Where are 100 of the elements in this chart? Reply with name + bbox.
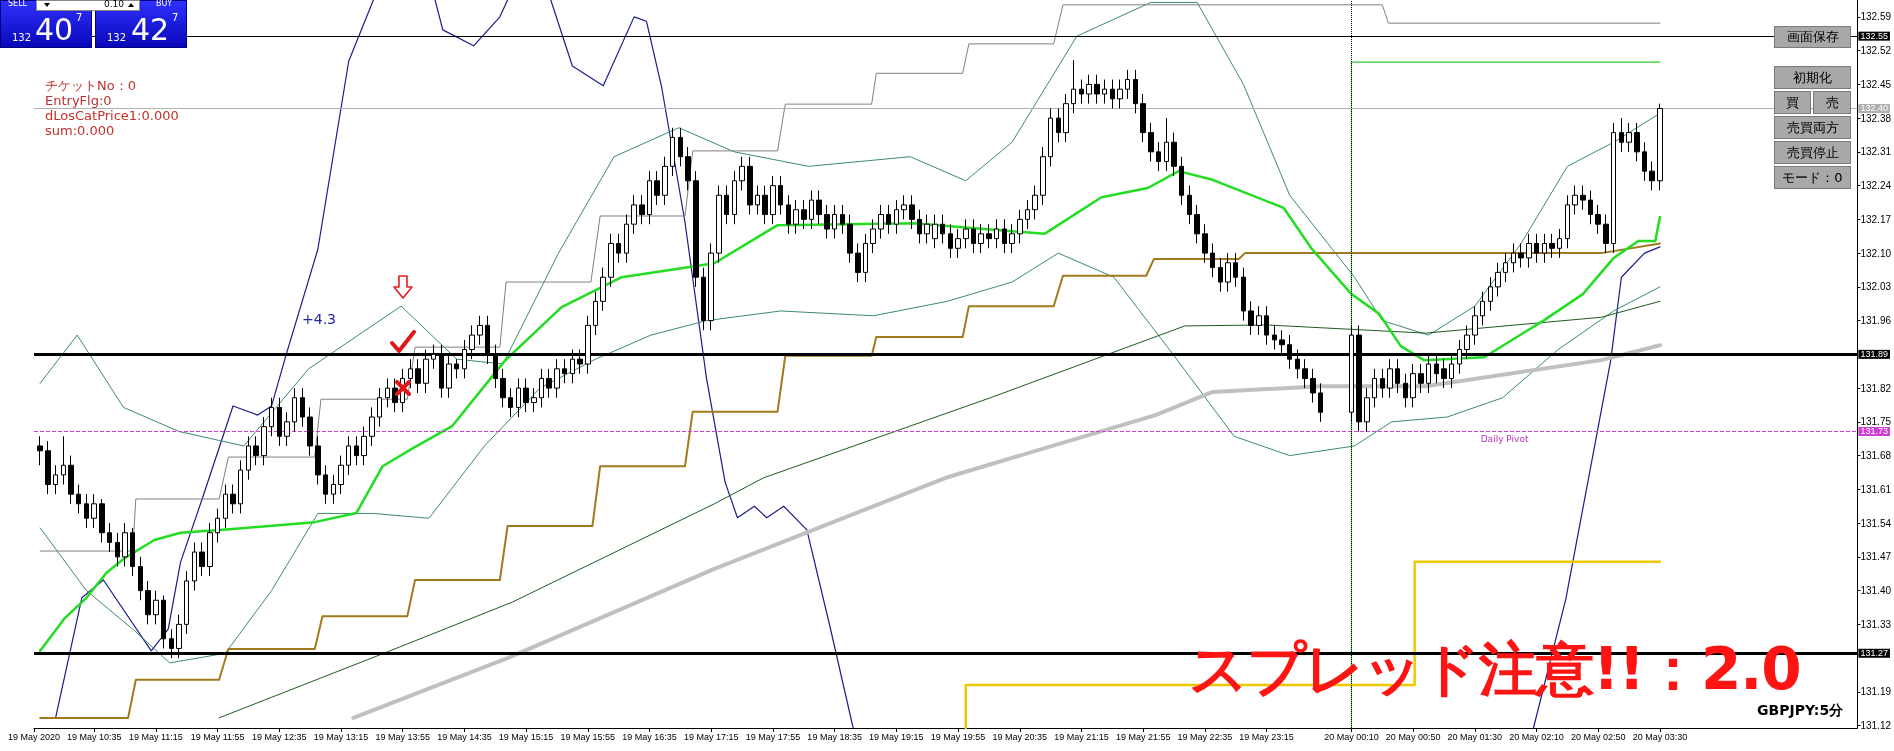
candlestick <box>269 397 274 437</box>
candlestick <box>238 459 243 514</box>
candlestick <box>1302 358 1308 389</box>
y-tick-label: 132.17 <box>1860 213 1892 225</box>
candlestick <box>1403 373 1408 408</box>
candlestick <box>616 233 621 264</box>
candlestick <box>338 455 344 495</box>
candlestick <box>878 204 884 240</box>
candlestick <box>207 522 213 577</box>
text: SELL <box>8 0 28 8</box>
candlestick <box>1488 276 1493 312</box>
candlestick <box>500 368 506 408</box>
candlestick <box>855 242 861 283</box>
candlestick <box>824 204 830 240</box>
candlestick <box>1580 185 1586 211</box>
y-tick-label: 132.45 <box>1860 78 1892 90</box>
candlestick <box>1248 300 1254 336</box>
y-tick-label: 132.24 <box>1860 180 1892 192</box>
candlestick <box>631 194 637 235</box>
candlestick <box>37 435 43 466</box>
x-tick-label: 19 May 18:35 <box>807 731 862 742</box>
candlestick <box>539 368 544 408</box>
candlestick <box>708 242 714 331</box>
y-tick-label: 132.03 <box>1860 281 1892 293</box>
candlestick <box>917 209 922 244</box>
x-tick-label: 19 May 17:15 <box>683 731 739 742</box>
candlestick <box>662 156 668 206</box>
annotation: 初期化 <box>1774 66 1851 89</box>
candlestick <box>716 185 722 264</box>
candlestick <box>639 194 645 225</box>
x-tick-label: 19 May 23:15 <box>1239 731 1294 742</box>
candlestick <box>816 189 822 225</box>
annotation: EntryFlg:0 <box>45 93 112 108</box>
candlestick <box>91 493 97 529</box>
candlestick <box>223 484 228 529</box>
annotation: BUY <box>156 0 173 8</box>
candlestick <box>1480 291 1485 326</box>
x-tick-label: 19 May 11:15 <box>128 731 183 742</box>
candlestick <box>732 170 737 225</box>
text: 132 <box>12 32 32 43</box>
candlestick <box>385 377 390 408</box>
candlestick <box>894 199 899 235</box>
x-tick-label: 20 May 03:30 <box>1632 731 1688 742</box>
x-tick-label: 19 May 14:35 <box>437 731 492 742</box>
candlestick <box>184 570 189 635</box>
x-tick-label: 19 May 12:35 <box>252 731 307 742</box>
candlestick <box>45 440 51 495</box>
annotation: 画面保存 <box>1774 26 1851 48</box>
candlestick <box>508 387 513 418</box>
candlestick <box>1048 107 1053 167</box>
candlestick <box>315 435 321 486</box>
candlestick <box>1634 122 1640 163</box>
candlestick <box>701 267 706 331</box>
candlestick <box>755 185 760 216</box>
candlestick <box>1040 146 1046 206</box>
x-tick-label: 19 May 11:55 <box>190 731 245 742</box>
ref-line-label: 132.40 <box>1860 103 1888 114</box>
candlestick <box>415 358 421 394</box>
candlestick <box>1032 185 1038 220</box>
annotation: sum:0.000 <box>45 123 115 138</box>
candlestick <box>1549 233 1555 259</box>
candlestick <box>678 127 683 167</box>
x-tick-label: 19 May 16:35 <box>622 731 677 742</box>
candlestick <box>138 556 143 601</box>
x-tick-label: 19 May 22:35 <box>1177 731 1233 742</box>
candlestick <box>1565 194 1570 249</box>
candlestick <box>369 406 375 447</box>
candlestick <box>832 204 837 240</box>
candlestick <box>1225 252 1231 293</box>
annotation: 買 <box>1774 91 1811 114</box>
candlestick <box>199 541 205 577</box>
candlestick <box>1194 204 1200 244</box>
candlestick <box>361 426 367 466</box>
y-tick-label: 132.52 <box>1860 45 1892 57</box>
candlestick <box>1642 141 1647 182</box>
y-tick-label: 132.38 <box>1860 112 1892 124</box>
x-tick-label: 19 May 20:35 <box>992 731 1048 742</box>
candlestick <box>61 435 66 486</box>
candlestick <box>1272 324 1277 351</box>
candlestick <box>1071 59 1076 114</box>
ref-line-label: 131.89 <box>1860 349 1888 360</box>
candlestick <box>670 127 675 177</box>
annotation: Daily Pivot <box>1480 434 1529 445</box>
x-tick-label: 20 May 00:10 <box>1324 731 1379 742</box>
x-tick-label: 19 May 17:55 <box>745 731 801 742</box>
candlestick <box>1179 156 1184 206</box>
candlestick <box>1472 305 1478 346</box>
candlestick <box>624 214 629 264</box>
y-tick-label: 131.68 <box>1860 450 1892 462</box>
candlestick <box>331 474 336 505</box>
x-tick-label: 19 May 15:55 <box>560 731 616 742</box>
candlestick <box>215 508 220 543</box>
annotation: 7 <box>76 12 83 23</box>
y-tick-label: 131.12 <box>1860 720 1892 732</box>
x-tick-label: 19 May 2020 <box>7 731 61 742</box>
candlestick <box>300 387 305 428</box>
y-tick-label: 132.31 <box>1860 146 1892 158</box>
candlestick <box>955 228 961 259</box>
candlestick <box>1102 79 1107 105</box>
candlestick <box>1264 305 1269 346</box>
